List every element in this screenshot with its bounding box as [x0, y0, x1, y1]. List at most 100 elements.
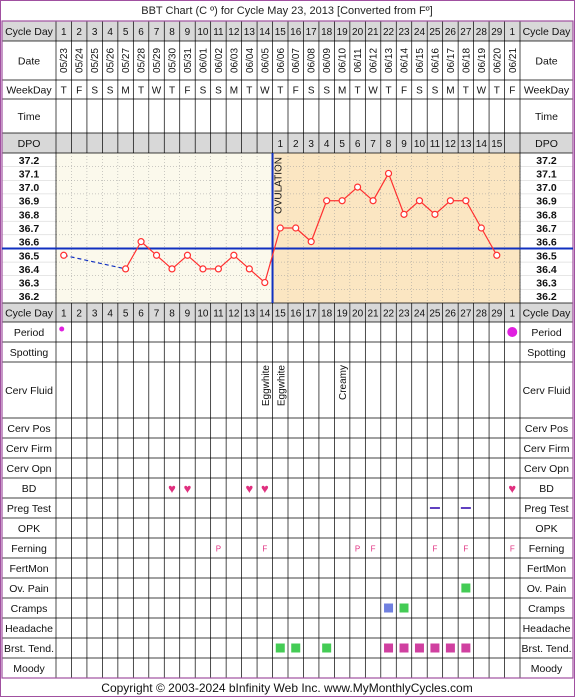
weekday-label: T	[385, 86, 391, 97]
y-tick-label-left: 37.2	[19, 155, 40, 167]
y-tick-label-left: 36.4	[19, 264, 40, 276]
y-tick-label-left: 36.5	[19, 250, 40, 262]
cycle-day-number: 18	[321, 27, 333, 38]
cycle-day-number: 8	[169, 27, 175, 38]
date-label: 05/26	[106, 48, 117, 73]
cycle-day-number: 4	[107, 309, 113, 320]
cycle-day-number: 22	[383, 27, 395, 38]
weekday-label: S	[200, 86, 207, 97]
date-label: 05/24	[75, 48, 86, 73]
row-label-left: FertMon	[9, 563, 48, 575]
preg-test-negative-mark	[429, 507, 440, 509]
row-label-left: Spotting	[10, 347, 49, 359]
row-label-left: Cerv Fluid	[5, 385, 53, 397]
cycle-day-number: 16	[290, 309, 302, 320]
row-label-left: Headache	[5, 623, 53, 635]
temp-point	[245, 265, 253, 273]
weekday-label: M	[121, 86, 129, 97]
row-label-left: Cycle Day	[5, 308, 54, 320]
header-row-bg	[2, 21, 573, 41]
cycle-day-number: 1	[509, 309, 515, 320]
cycle-day-number: 16	[290, 27, 302, 38]
cycle-day-number: 24	[414, 309, 426, 320]
weekday-label: F	[509, 86, 515, 97]
row-label-right: Brst. Tend.	[522, 643, 572, 655]
row-label-right: Ferning	[529, 543, 565, 555]
ov-pain-marker	[461, 583, 471, 593]
date-label: 06/12	[369, 48, 380, 73]
dpo-number: 8	[386, 139, 392, 150]
bd-heart-icon: ♥	[184, 481, 192, 496]
temp-line-segment	[465, 200, 482, 229]
y-tick-label-left: 36.3	[19, 278, 40, 290]
breast-tenderness-marker	[445, 643, 455, 653]
row-label-left: DPO	[18, 138, 41, 150]
row-label-left: Ferning	[11, 543, 47, 555]
cramps-marker	[384, 603, 394, 613]
date-label: 05/25	[90, 48, 101, 73]
bd-heart-icon: ♥	[168, 481, 176, 496]
row-label-right: Cerv Firm	[523, 443, 569, 455]
weekday-label: T	[494, 86, 500, 97]
date-label: 05/29	[152, 48, 163, 73]
date-label: 05/31	[183, 48, 194, 73]
ferning-letter: F	[432, 545, 437, 554]
date-label: 06/20	[492, 48, 503, 73]
cycle-day-number: 5	[123, 27, 129, 38]
copyright-footer: Copyright © 2003-2024 bInfinity Web Inc.…	[101, 681, 472, 695]
y-tick-label-right: 36.9	[536, 196, 557, 208]
cycle-day-number: 23	[398, 309, 410, 320]
bd-heart-icon: ♥	[508, 481, 516, 496]
temp-point	[369, 197, 377, 205]
cycle-day-number: 29	[491, 27, 503, 38]
temp-point	[462, 197, 470, 205]
breast-tenderness-marker	[430, 643, 440, 653]
breast-tenderness-marker	[291, 643, 301, 653]
cycle-day-number: 28	[476, 27, 488, 38]
cycle-day-number: 19	[337, 27, 349, 38]
dpo-number: 11	[430, 139, 441, 150]
cycle-day-number: 3	[92, 27, 98, 38]
dpo-number: 2	[293, 139, 299, 150]
y-tick-label-right: 36.6	[536, 237, 557, 249]
chart-title: BBT Chart (C º) for Cycle May 23, 2013 […	[141, 5, 432, 17]
row-label-right: OPK	[535, 523, 557, 535]
breast-tenderness-marker	[275, 643, 285, 653]
cycle-day-number: 19	[337, 309, 349, 320]
weekday-label: M	[446, 86, 454, 97]
weekday-label: W	[260, 86, 270, 97]
dpo-number: 6	[355, 139, 361, 150]
weekday-label: T	[246, 86, 252, 97]
cycle-day-number: 23	[398, 27, 410, 38]
temp-point	[121, 265, 130, 273]
cerv-fluid-label: Eggwhite	[276, 365, 287, 407]
temp-line-segment	[125, 241, 142, 270]
cycle-day-number: 25	[429, 27, 441, 38]
y-tick-label-right: 37.2	[536, 155, 557, 167]
date-label: 06/14	[400, 48, 411, 73]
breast-tenderness-marker	[322, 643, 332, 653]
row-label-right: BD	[539, 483, 554, 495]
row-label-right: Period	[531, 327, 562, 339]
date-label: 06/16	[430, 48, 441, 73]
temp-line-segment	[372, 173, 390, 202]
date-label: 06/01	[198, 48, 209, 73]
dpo-number: 5	[339, 139, 345, 150]
y-tick-label-right: 36.4	[536, 264, 557, 276]
row-label-right: Cramps	[528, 603, 565, 615]
cycle-day-number: 2	[76, 309, 82, 320]
y-tick-label-right: 37.0	[536, 182, 557, 194]
weekday-label: F	[76, 86, 82, 97]
period-dot	[507, 327, 518, 337]
cycle-day-number: 17	[306, 27, 318, 38]
temp-point	[60, 251, 68, 259]
date-label: 06/08	[307, 48, 318, 73]
temp-point	[292, 224, 300, 232]
cycle-day-number: 3	[92, 309, 98, 320]
y-tick-label-left: 36.2	[19, 291, 40, 303]
temp-point	[137, 238, 145, 246]
date-label: 06/15	[415, 48, 426, 73]
date-label: 06/21	[508, 48, 519, 73]
cycle-day-number: 11	[213, 27, 224, 38]
breast-tenderness-marker	[414, 643, 424, 653]
